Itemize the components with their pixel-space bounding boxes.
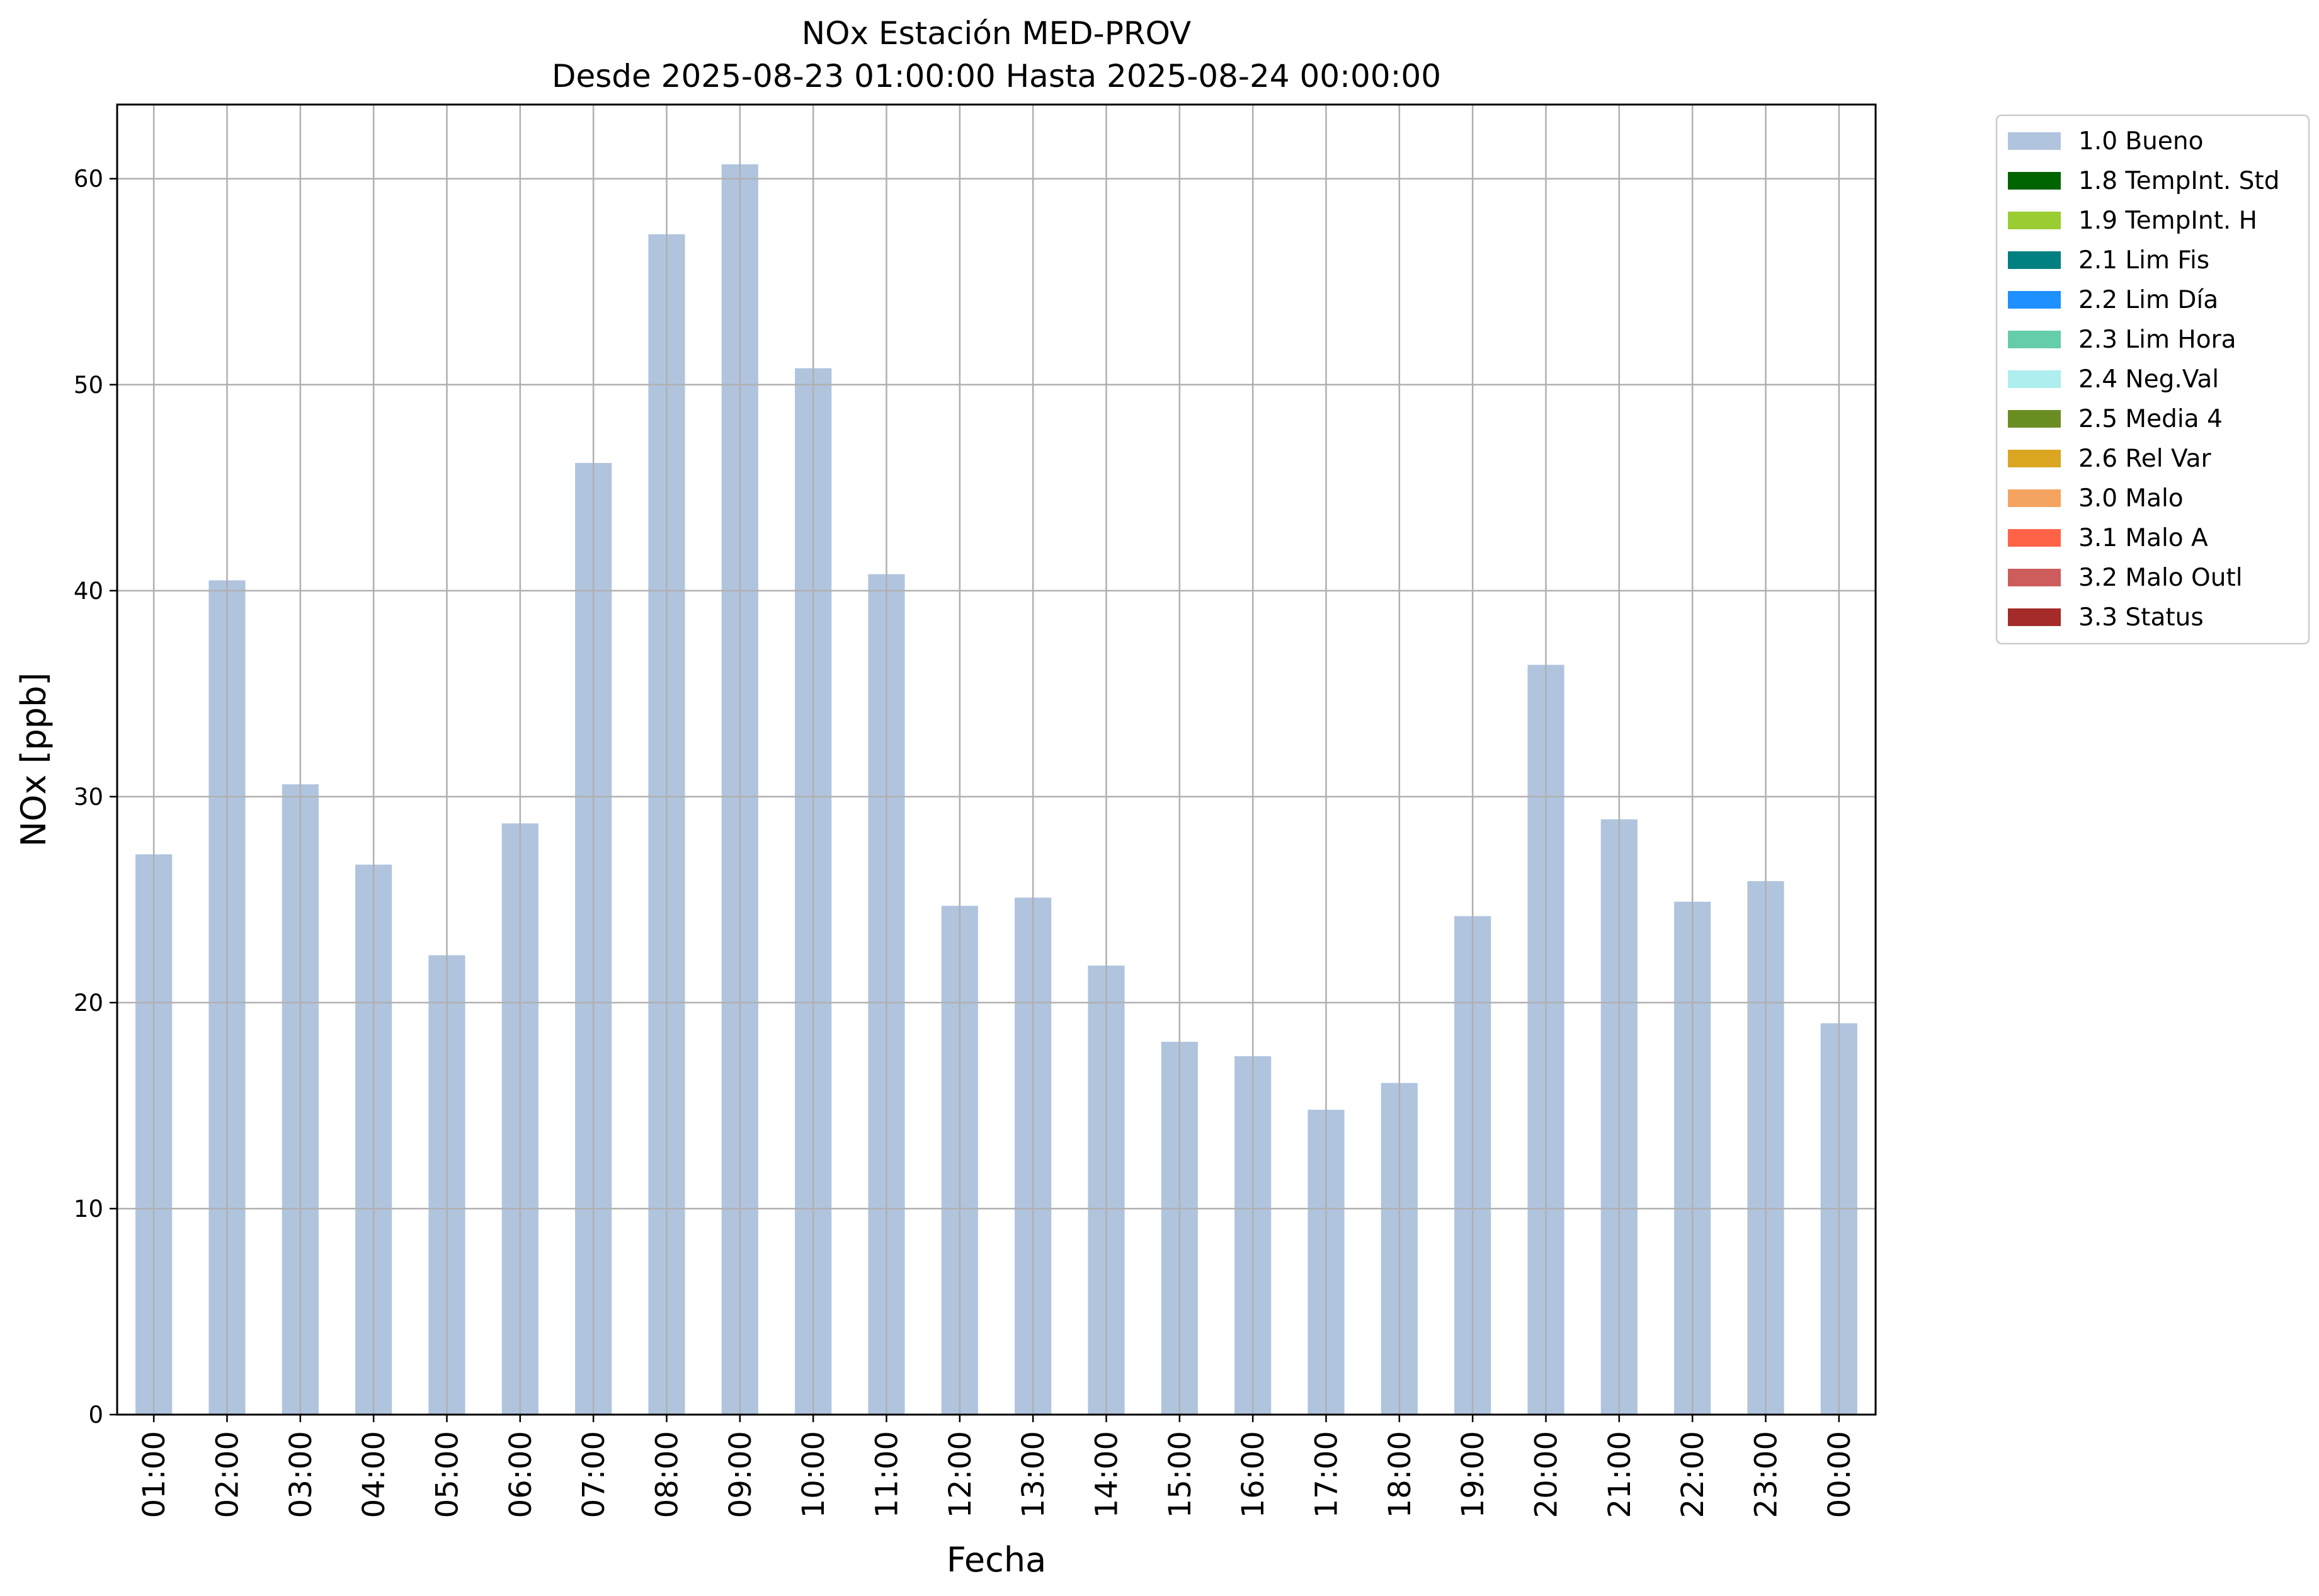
legend-label: 1.9 TempInt. H: [2078, 207, 2257, 235]
x-tick-label: 12:00: [943, 1431, 978, 1518]
legend-label: 1.8 TempInt. Std: [2078, 167, 2279, 195]
x-tick-label: 07:00: [576, 1431, 612, 1518]
x-tick-label: 17:00: [1309, 1431, 1345, 1518]
x-tick-label: 09:00: [723, 1431, 758, 1518]
chart-title: NOx Estación MED-PROV: [802, 15, 1192, 52]
legend-swatch: [2008, 410, 2061, 428]
y-tick-label: 10: [74, 1195, 103, 1223]
x-tick-label: 13:00: [1016, 1431, 1051, 1518]
legend-swatch: [2008, 569, 2061, 586]
legend-swatch: [2008, 370, 2061, 388]
y-tick-label: 30: [74, 784, 103, 811]
x-tick-label: 06:00: [503, 1431, 538, 1518]
legend-label: 2.4 Neg.Val: [2078, 365, 2219, 394]
y-tick-label: 0: [88, 1401, 103, 1428]
x-tick-label: 18:00: [1382, 1431, 1418, 1518]
x-tick-label: 22:00: [1675, 1431, 1711, 1518]
legend-swatch: [2008, 132, 2061, 150]
x-tick-label: 03:00: [283, 1431, 319, 1518]
y-tick-label: 50: [74, 372, 103, 399]
legend-swatch: [2008, 172, 2061, 190]
x-tick-label: 10:00: [796, 1431, 831, 1518]
legend-label: 2.1 Lim Fis: [2078, 246, 2209, 275]
x-tick-label: 14:00: [1090, 1431, 1125, 1518]
legend-label: 3.3 Status: [2078, 603, 2204, 632]
y-tick-label: 40: [74, 578, 103, 605]
x-tick-label: 20:00: [1529, 1431, 1564, 1518]
x-tick-label: 23:00: [1749, 1431, 1784, 1518]
y-tick-label: 20: [74, 989, 103, 1017]
y-tick-label: 60: [74, 166, 103, 193]
x-axis-label: Fecha: [947, 1540, 1046, 1580]
x-tick-label: 08:00: [650, 1431, 685, 1518]
x-tick-label: 11:00: [870, 1431, 905, 1518]
legend-label: 2.3 Lim Hora: [2078, 326, 2236, 354]
x-axis: 01:00 02:00 03:00 04:00 05:00 06:00 07:00 08:00…: [137, 1415, 1857, 1518]
x-tick-label: 02:00: [210, 1431, 246, 1518]
x-tick-label: 15:00: [1163, 1431, 1198, 1518]
legend-swatch: [2008, 608, 2061, 626]
legend-swatch: [2008, 489, 2061, 507]
x-tick-label: 00:00: [1822, 1431, 1857, 1518]
legend-label: 1.0 Bueno: [2078, 127, 2203, 156]
legend-swatch: [2008, 251, 2061, 269]
legend: 1.0 Bueno 1.8 TempInt. Std 1.9 TempInt. H 2…: [1995, 114, 2310, 645]
chart-subtitle: Desde 2025-08-23 01:00:00 Hasta 2025-08-…: [552, 58, 1441, 94]
y-axis-label: NOx [ppb]: [14, 673, 54, 847]
x-tick-label: 19:00: [1456, 1431, 1491, 1518]
legend-label: 2.6 Rel Var: [2078, 445, 2212, 473]
legend-label: 3.1 Malo A: [2078, 524, 2208, 552]
legend-swatch: [2008, 529, 2061, 547]
legend-label: 3.0 Malo: [2078, 484, 2184, 513]
legend-label: 2.2 Lim Día: [2078, 286, 2218, 314]
legend-swatch: [2008, 331, 2061, 348]
legend-swatch: [2008, 450, 2061, 467]
y-axis: 0 10 20 30 40 50 60: [74, 166, 117, 1428]
x-tick-label: 01:00: [137, 1431, 172, 1518]
legend-box: [1995, 114, 2310, 645]
plot-frame: [116, 103, 1877, 1416]
x-tick-label: 16:00: [1236, 1431, 1271, 1518]
legend-swatch: [2008, 212, 2061, 229]
x-tick-label: 21:00: [1602, 1431, 1638, 1518]
x-tick-label: 04:00: [356, 1431, 392, 1518]
legend-label: 2.5 Media 4: [2078, 405, 2223, 433]
legend-swatch: [2008, 291, 2061, 309]
x-tick-label: 05:00: [430, 1431, 465, 1518]
legend-label: 3.2 Malo Outl: [2078, 564, 2243, 592]
